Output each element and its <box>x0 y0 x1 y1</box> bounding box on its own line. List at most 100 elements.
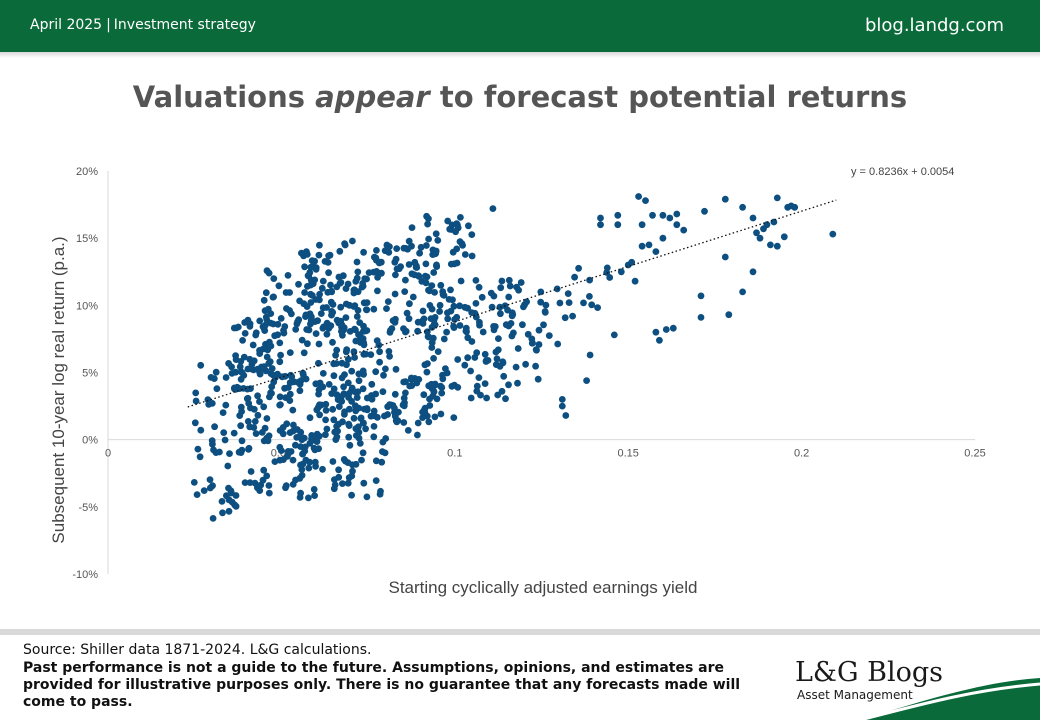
data-point <box>353 258 361 266</box>
data-point <box>739 203 746 211</box>
data-point <box>430 269 438 276</box>
data-point <box>314 317 321 325</box>
data-point <box>394 417 402 425</box>
data-point <box>425 418 433 426</box>
data-point <box>367 351 375 358</box>
data-point <box>326 251 334 259</box>
data-point <box>192 389 200 397</box>
data-point <box>275 282 283 290</box>
data-point <box>586 351 594 359</box>
data-point <box>372 390 380 398</box>
data-point <box>404 427 412 434</box>
data-point <box>245 444 253 452</box>
data-point <box>200 487 208 494</box>
data-point <box>238 369 246 377</box>
x-tick-label: 0 <box>105 448 111 460</box>
data-point <box>504 306 511 314</box>
brand-logo: L&G Blogs <box>795 657 943 688</box>
data-point <box>307 299 315 306</box>
data-point <box>322 407 330 414</box>
data-point <box>344 379 352 387</box>
scatter-chart: 20%15%10%5%0%-5%-10%00.050.10.150.20.25 … <box>49 166 986 597</box>
data-point <box>296 474 304 482</box>
data-point <box>212 368 220 376</box>
data-point <box>271 458 279 465</box>
data-point <box>489 205 497 212</box>
data-point <box>402 389 409 397</box>
data-point <box>352 402 359 410</box>
data-point <box>580 299 587 307</box>
data-point <box>457 277 465 285</box>
data-point <box>297 443 304 450</box>
data-point <box>345 433 353 441</box>
data-point <box>571 273 578 281</box>
data-point <box>221 436 229 444</box>
data-point <box>323 304 330 311</box>
data-point <box>481 350 489 358</box>
data-point <box>256 350 264 357</box>
trendline-equation: y = 0.8236x + 0.0054 <box>851 166 954 178</box>
page-title: Valuations appear to forecast potential … <box>0 80 1040 114</box>
data-point <box>402 327 410 335</box>
data-point <box>283 305 290 312</box>
data-point <box>373 337 381 344</box>
data-point <box>305 494 312 502</box>
data-point <box>351 325 358 333</box>
data-point <box>610 331 618 339</box>
data-point <box>360 341 368 349</box>
data-point <box>323 319 331 327</box>
data-point <box>642 197 649 204</box>
data-point <box>370 433 378 441</box>
data-point <box>301 289 308 296</box>
x-axis-label: Starting cyclically adjusted earnings yi… <box>389 578 698 597</box>
data-point <box>473 349 481 357</box>
data-point <box>597 214 604 222</box>
data-point <box>359 419 367 427</box>
data-point <box>437 382 444 390</box>
data-point <box>355 423 362 431</box>
data-point <box>367 412 375 420</box>
data-point <box>381 412 388 420</box>
data-point <box>330 485 338 493</box>
data-point <box>638 221 646 229</box>
data-point <box>447 307 455 315</box>
data-point <box>325 269 332 277</box>
data-point <box>500 372 508 380</box>
data-point <box>423 368 431 376</box>
data-point <box>564 290 572 297</box>
data-point <box>237 449 245 456</box>
chart-axes <box>107 171 975 574</box>
data-point <box>502 395 509 403</box>
data-point <box>348 491 355 499</box>
data-point <box>405 315 413 323</box>
data-point <box>261 424 269 432</box>
disclaimer-text: Past performance is not a guide to the f… <box>23 660 741 710</box>
data-point <box>345 390 353 397</box>
data-point <box>420 391 428 399</box>
data-point <box>669 324 677 332</box>
data-point <box>194 445 202 453</box>
data-point <box>433 261 440 269</box>
data-point <box>659 211 667 219</box>
data-point <box>386 243 393 250</box>
data-point <box>372 457 380 465</box>
data-point <box>414 327 421 335</box>
data-point <box>190 479 198 486</box>
data-point <box>767 241 774 249</box>
data-point <box>414 419 422 427</box>
data-point <box>492 348 500 356</box>
data-point <box>246 323 254 330</box>
data-point <box>232 368 240 376</box>
data-point <box>569 312 576 320</box>
data-point <box>583 377 590 384</box>
data-point <box>479 328 487 336</box>
data-point <box>513 283 520 291</box>
data-point <box>247 365 255 373</box>
data-point <box>289 456 297 464</box>
data-point <box>197 426 205 434</box>
y-tick-label: 20% <box>76 166 98 178</box>
data-point <box>467 367 474 375</box>
site-link[interactable]: blog.landg.com <box>864 15 1004 36</box>
y-tick-label: 0% <box>82 435 98 447</box>
header-breadcrumb: April 2025 | Investment strategy <box>30 17 256 33</box>
